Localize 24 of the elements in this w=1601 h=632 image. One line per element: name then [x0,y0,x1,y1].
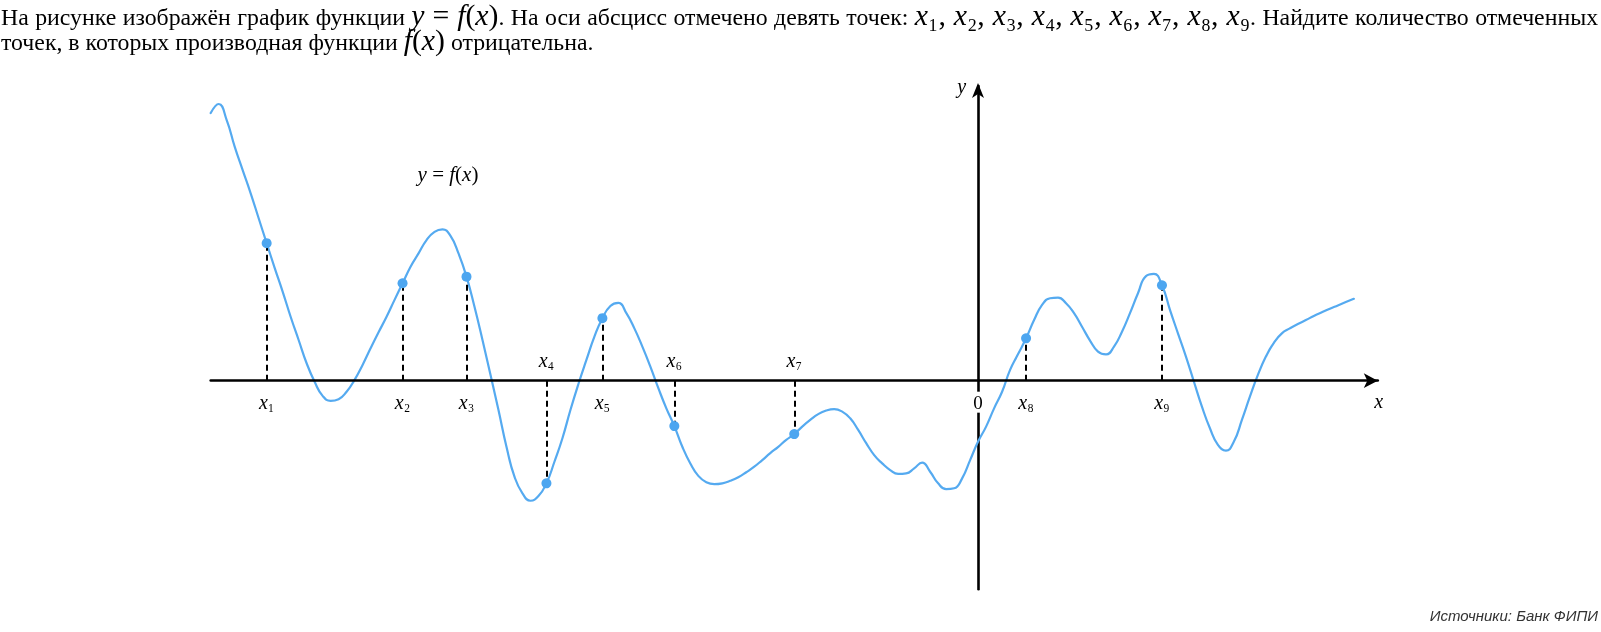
annotation: y = f(x) [415,162,479,186]
point [789,429,800,440]
point [261,238,272,249]
text: Источники: Банк ФИПИ [1429,606,1599,624]
x-axis-title: x [1373,389,1384,412]
point [461,271,472,282]
x-tick-label: 0 [973,391,983,413]
y-axis-title: y [955,75,967,98]
x-tick-label: x₃ [457,390,475,413]
x-tick-label: x₅ [593,390,611,413]
chart-title: На рисунке изображён график функции y = f(x). На оси абсцисс отмечено девять точек: x₁, x₂, x₃, x₄, x₅, x₆, x₇, x₈, x₉. Найдите количество отмеченных точек, в которых производная функции f(x) отрицательна. [1,0,1599,56]
x-tick-label: x₆ [665,348,683,371]
x-tick-label: x₈ [1017,390,1034,413]
point [669,421,680,432]
x-tick-label: x₇ [785,348,802,371]
point [597,313,608,324]
x-tick-label: x₉ [1153,390,1170,413]
point [397,278,408,289]
x-tick-label: x₁ [257,390,275,413]
x-tick-label: x₄ [537,348,555,371]
point [541,478,552,489]
x-tick-label: x₂ [393,390,411,413]
point [1156,280,1167,291]
point [1021,333,1032,344]
